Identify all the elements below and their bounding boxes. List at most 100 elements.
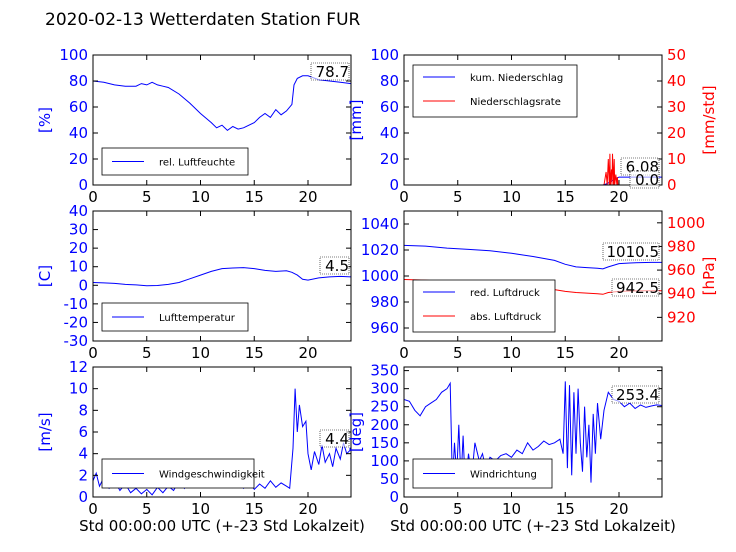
y-right-tick-label-precipitation-3: 30 xyxy=(667,98,686,116)
y-tick-label-precipitation-0: 0 xyxy=(389,176,399,194)
x-tick-label-precipitation-4: 20 xyxy=(609,188,628,206)
x-tick-label-temperature-0: 0 xyxy=(88,344,98,362)
legend-winddirection: Windrichtung xyxy=(413,459,552,488)
legend-label-humidity-0: rel. Luftfeuchte xyxy=(159,158,235,169)
legend-label-winddirection-0: Windrichtung xyxy=(470,470,537,481)
panel-precipitation: 0 5 10 15 20 0 20 40 60 80 100 0 10 20 30 40 50 [mm] [mm/s… xyxy=(347,46,718,206)
y-tick-label-temperature-1: -20 xyxy=(64,313,89,331)
y-right-axis-label-pressure: [hPa] xyxy=(700,257,718,296)
x-tick-label-temperature-4: 20 xyxy=(298,344,317,362)
y-tick-label-winddirection-2: 100 xyxy=(370,452,399,470)
series-line-precipitation-0 xyxy=(404,177,662,185)
y-tick-label-precipitation-3: 60 xyxy=(380,98,399,116)
x-tick-label-humidity-0: 0 xyxy=(88,188,98,206)
x-tick-label-precipitation-2: 10 xyxy=(502,188,521,206)
legend-precipitation: kum. Niederschlag Niederschlagsrate xyxy=(413,65,577,117)
x-tick-label-humidity-4: 20 xyxy=(298,188,317,206)
x-tick-label-humidity-1: 5 xyxy=(142,188,152,206)
last-value-annotation-humidity-0: 78.7 xyxy=(316,63,349,81)
x-tick-label-winddirection-2: 10 xyxy=(502,500,521,518)
last-value-annotation-temperature-0: 4.5 xyxy=(325,257,349,275)
x-tick-label-windspeed-0: 0 xyxy=(88,500,98,518)
x-tick-label-winddirection-1: 5 xyxy=(453,500,463,518)
y-tick-label-winddirection-5: 250 xyxy=(370,398,399,416)
legend-pressure: red. Luftdruck abs. Luftdruck xyxy=(413,280,555,332)
y-right-tick-label-pressure-1: 940 xyxy=(667,285,696,303)
x-tick-label-pressure-4: 20 xyxy=(609,344,628,362)
legend-label-pressure-1: abs. Luftdruck xyxy=(470,312,541,323)
x-tick-label-winddirection-3: 15 xyxy=(556,500,575,518)
y-tick-label-temperature-5: 20 xyxy=(69,239,88,257)
y-tick-label-humidity-5: 100 xyxy=(59,46,88,64)
y-axis-label-winddirection: [deg] xyxy=(347,412,365,452)
x-axis-label-right: Std 00:00:00 UTC (+-23 Std Lokalzeit) xyxy=(390,517,676,535)
y-right-tick-label-pressure-4: 1000 xyxy=(667,214,705,232)
x-tick-label-winddirection-4: 20 xyxy=(609,500,628,518)
weather-figure: 2020-02-13 Wetterdaten Station FUR 0 5 10… xyxy=(0,0,736,552)
x-tick-label-humidity-2: 10 xyxy=(191,188,210,206)
y-tick-label-pressure-3: 1020 xyxy=(361,241,399,259)
last-value-annotation-pressure-0: 1010.5 xyxy=(607,243,660,261)
legend-windspeed: Windgeschwindigkeit xyxy=(102,459,265,488)
x-tick-label-pressure-1: 5 xyxy=(453,344,463,362)
legend-label-pressure-0: red. Luftdruck xyxy=(470,288,540,299)
last-value-annotation-windspeed-0: 4.4 xyxy=(325,430,349,448)
y-right-axis-label-precipitation: [mm/std] xyxy=(700,85,718,154)
last-value-annotation-pressure-1: 942.5 xyxy=(616,279,659,297)
y-right-tick-label-precipitation-4: 40 xyxy=(667,72,686,90)
y-right-tick-label-precipitation-2: 20 xyxy=(667,124,686,142)
panel-humidity: 0 5 10 15 20 0 20 40 60 80 100 [%] rel. Luftfeuchte 7… xyxy=(36,46,351,206)
y-tick-label-windspeed-5: 10 xyxy=(69,380,88,398)
y-tick-label-temperature-7: 40 xyxy=(69,202,88,220)
x-tick-label-temperature-2: 10 xyxy=(191,344,210,362)
y-right-tick-label-pressure-2: 960 xyxy=(667,261,696,279)
x-tick-label-winddirection-0: 0 xyxy=(399,500,409,518)
y-tick-label-humidity-0: 0 xyxy=(78,176,88,194)
y-tick-label-pressure-4: 1040 xyxy=(361,215,399,233)
legend-humidity: rel. Luftfeuchte xyxy=(102,148,248,175)
y-tick-label-winddirection-3: 150 xyxy=(370,434,399,452)
y-tick-label-temperature-0: -30 xyxy=(64,332,89,350)
panel-windspeed: 0 5 10 15 20024681012[m/s]Windgeschwindigkei… xyxy=(36,358,351,518)
x-tick-label-pressure-2: 10 xyxy=(502,344,521,362)
y-tick-label-humidity-1: 20 xyxy=(69,150,88,168)
legend-label-precipitation-1: Niederschlagsrate xyxy=(470,97,561,108)
y-tick-label-temperature-3: 0 xyxy=(78,276,88,294)
y-tick-label-humidity-2: 40 xyxy=(69,124,88,142)
panel-pressure: 0 5 10 15 2096098010001020104092094096098010… xyxy=(361,211,718,362)
panel-temperature: 0 5 10 15 20-30-20-10010203040[C]Lufttempera… xyxy=(36,202,351,362)
series-line-temperature-0 xyxy=(93,268,351,286)
y-axis-label-precipitation: [mm] xyxy=(347,100,365,141)
y-tick-label-pressure-2: 1000 xyxy=(361,267,399,285)
last-value-annotation-winddirection-0: 253.4 xyxy=(616,386,659,404)
legend-label-precipitation-0: kum. Niederschlag xyxy=(470,73,563,84)
y-tick-label-temperature-6: 30 xyxy=(69,221,88,239)
y-tick-label-winddirection-6: 300 xyxy=(370,380,399,398)
y-right-tick-label-precipitation-1: 10 xyxy=(667,150,686,168)
y-tick-label-pressure-1: 980 xyxy=(370,293,399,311)
y-tick-label-humidity-4: 80 xyxy=(69,72,88,90)
x-tick-label-windspeed-3: 15 xyxy=(245,500,264,518)
y-tick-label-precipitation-4: 80 xyxy=(380,72,399,90)
y-tick-label-windspeed-6: 12 xyxy=(69,358,88,376)
x-tick-label-temperature-3: 15 xyxy=(245,344,264,362)
x-tick-label-windspeed-1: 5 xyxy=(142,500,152,518)
y-tick-label-precipitation-5: 100 xyxy=(370,46,399,64)
y-axis-label-temperature: [C] xyxy=(36,265,54,287)
y-tick-label-winddirection-4: 200 xyxy=(370,416,399,434)
figure-title: 2020-02-13 Wetterdaten Station FUR xyxy=(45,10,361,30)
y-tick-label-precipitation-2: 40 xyxy=(380,124,399,142)
y-tick-label-windspeed-0: 0 xyxy=(78,488,88,506)
x-tick-label-precipitation-0: 0 xyxy=(399,188,409,206)
y-right-tick-label-pressure-0: 920 xyxy=(667,308,696,326)
y-axis-label-windspeed: [m/s] xyxy=(36,412,54,451)
x-tick-label-precipitation-3: 15 xyxy=(556,188,575,206)
panel-winddirection: 0 5 10 15 20050100150200250300350[deg]Windri… xyxy=(347,362,662,518)
y-tick-label-pressure-0: 960 xyxy=(370,319,399,337)
x-tick-label-precipitation-1: 5 xyxy=(453,188,463,206)
legend-label-windspeed-0: Windgeschwindigkeit xyxy=(159,470,265,481)
x-tick-label-pressure-0: 0 xyxy=(399,344,409,362)
y-right-tick-label-precipitation-5: 50 xyxy=(667,46,686,64)
x-tick-label-pressure-3: 15 xyxy=(556,344,575,362)
last-value-annotation-precipitation-1: 0.0 xyxy=(635,171,659,189)
